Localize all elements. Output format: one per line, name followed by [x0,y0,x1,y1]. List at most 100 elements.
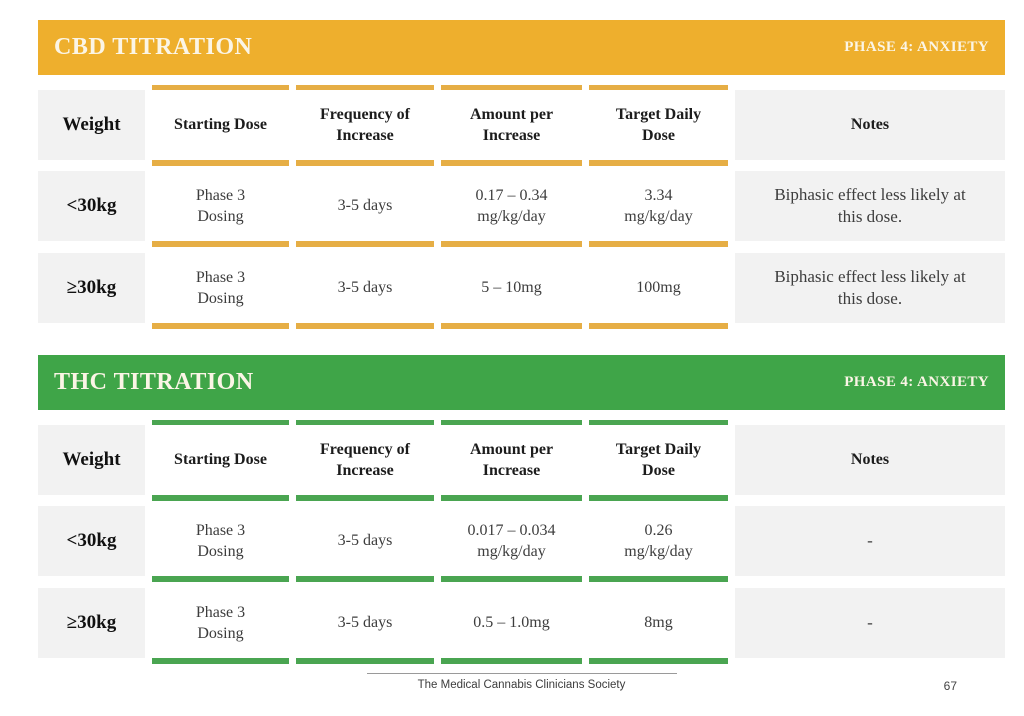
column-underline [589,658,728,664]
thc-row1-amount: 0.5 – 1.0mg [473,614,550,632]
column-underline [296,160,434,166]
table-row-cell: ≥30kg [38,588,145,670]
table-row-cell: 3.34 mg/kg/day [589,171,728,253]
cbd-row1-target: 100mg [636,279,681,297]
column-overline [589,85,728,90]
thc-header-amount-cell: Amount per Increase [441,420,582,506]
cbd-header-amount-cell: Amount per Increase [441,85,582,171]
cbd-row0-target: 3.34 mg/kg/day [624,186,693,225]
thc-header-starting-dose-cell: Starting Dose [152,420,289,506]
thc-header-target-cell: Target Daily Dose [589,420,728,506]
cbd-row0-starting-dose: Phase 3 Dosing [195,186,246,225]
column-underline [589,495,728,501]
cbd-section: CBD TITRATION PHASE 4: ANXIETY Weight St… [38,20,1005,335]
thc-row1-weight: ≥30kg [38,588,145,658]
thc-row0-amount: 0.017 – 0.034 mg/kg/day [467,521,556,560]
column-overline [441,85,582,90]
thc-col-header-starting-dose: Starting Dose [174,451,267,469]
column-overline [152,420,289,425]
thc-row0-weight: <30kg [38,506,145,576]
table-row-cell: 3-5 days [296,506,434,588]
cbd-header-target-cell: Target Daily Dose [589,85,728,171]
table-row-cell: Phase 3 Dosing [152,171,289,253]
table-row-cell: 0.017 – 0.034 mg/kg/day [441,506,582,588]
column-overline [589,420,728,425]
table-row-cell: Biphasic effect less likely at this dose… [735,253,1005,335]
footer-organization: The Medical Cannabis Clinicians Society [417,679,626,691]
thc-header-weight-cell: Weight [38,420,145,506]
table-row-cell: Phase 3 Dosing [152,253,289,335]
thc-row0-starting-dose: Phase 3 Dosing [195,521,246,560]
thc-col-header-weight: Weight [38,425,145,495]
table-row-cell: 3-5 days [296,588,434,670]
column-underline [441,160,582,166]
cbd-row0-weight: <30kg [38,171,145,241]
column-underline [152,576,289,582]
column-underline [441,495,582,501]
thc-header-frequency-cell: Frequency of Increase [296,420,434,506]
cbd-header-notes-cell: Notes [735,85,1005,171]
thc-row1-target: 8mg [644,614,673,632]
column-underline [152,160,289,166]
cbd-col-header-notes: Notes [735,90,1005,160]
thc-section-title: THC TITRATION [54,369,254,395]
thc-col-header-frequency: Frequency of Increase [320,440,410,479]
column-underline [296,576,434,582]
cbd-phase-label: PHASE 4: ANXIETY [844,39,989,55]
thc-row0-target: 0.26 mg/kg/day [624,521,693,560]
column-underline [296,241,434,247]
column-underline [152,658,289,664]
cbd-header-frequency-cell: Frequency of Increase [296,85,434,171]
table-row-cell: 0.5 – 1.0mg [441,588,582,670]
column-underline [589,576,728,582]
thc-col-header-amount: Amount per Increase [469,440,554,479]
cbd-header-starting-dose-cell: Starting Dose [152,85,289,171]
column-underline [441,576,582,582]
slide-footer: The Medical Cannabis Clinicians Society … [38,673,1005,693]
thc-row1-notes: - [735,588,1005,658]
table-row-cell: - [735,506,1005,588]
page-number: 67 [943,679,957,693]
cbd-row1-amount: 5 – 10mg [481,279,542,297]
table-row-cell: ≥30kg [38,253,145,335]
thc-row1-starting-dose: Phase 3 Dosing [195,603,246,642]
cbd-col-header-target: Target Daily Dose [615,105,702,144]
column-underline [152,323,289,329]
column-underline [296,323,434,329]
table-row-cell: <30kg [38,506,145,588]
thc-row0-frequency: 3-5 days [337,532,393,550]
slide-page: CBD TITRATION PHASE 4: ANXIETY Weight St… [38,20,1005,693]
cbd-col-header-amount: Amount per Increase [469,105,554,144]
cbd-section-title: CBD TITRATION [54,34,253,60]
cbd-col-header-weight: Weight [38,90,145,160]
cbd-row0-amount: 0.17 – 0.34 mg/kg/day [475,186,548,225]
table-row-cell: 3-5 days [296,253,434,335]
cbd-row0-notes: Biphasic effect less likely at this dose… [735,171,1005,241]
cbd-row1-starting-dose: Phase 3 Dosing [195,268,246,307]
table-row-cell: 0.26 mg/kg/day [589,506,728,588]
column-overline [152,85,289,90]
table-row-cell: Phase 3 Dosing [152,506,289,588]
thc-section: THC TITRATION PHASE 4: ANXIETY Weight St… [38,355,1005,670]
thc-row0-notes: - [735,506,1005,576]
cbd-row1-frequency: 3-5 days [337,279,393,297]
cbd-row1-notes: Biphasic effect less likely at this dose… [735,253,1005,323]
thc-phase-label: PHASE 4: ANXIETY [844,374,989,390]
table-row-cell: Biphasic effect less likely at this dose… [735,171,1005,253]
thc-banner: THC TITRATION PHASE 4: ANXIETY [38,355,1005,410]
table-row-cell: 100mg [589,253,728,335]
column-underline [589,241,728,247]
thc-col-header-notes: Notes [735,425,1005,495]
thc-row1-frequency: 3-5 days [337,614,393,632]
column-underline [441,323,582,329]
table-row-cell: <30kg [38,171,145,253]
cbd-row0-frequency: 3-5 days [337,197,393,215]
column-underline [441,241,582,247]
table-row-cell: 3-5 days [296,171,434,253]
table-row-cell: Phase 3 Dosing [152,588,289,670]
column-underline [441,658,582,664]
thc-header-notes-cell: Notes [735,420,1005,506]
cbd-col-header-starting-dose: Starting Dose [174,116,267,134]
cbd-header-weight-cell: Weight [38,85,145,171]
table-row-cell: 5 – 10mg [441,253,582,335]
